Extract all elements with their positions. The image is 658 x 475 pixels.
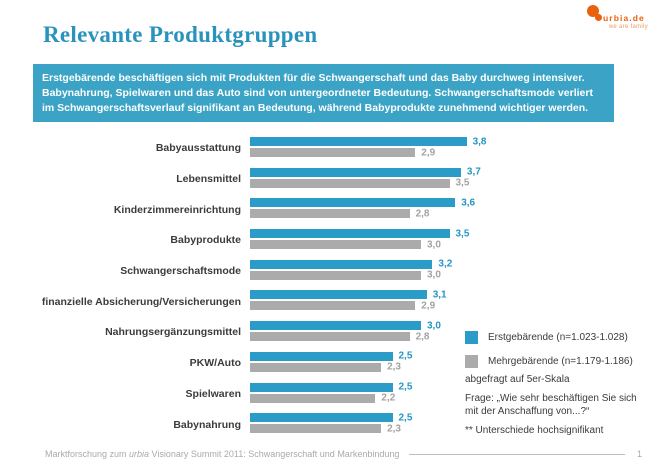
chart-row: Spielwaren 2,5 2,2 — [33, 379, 473, 410]
bar-erstgebaerende: 3,0 — [250, 320, 441, 331]
bar-erstgebaerende: 2,5 — [250, 351, 412, 362]
bar-erstgebaerende: 3,8 — [250, 136, 487, 147]
category-label: Nahrungsergänzungsmittel — [105, 326, 241, 339]
footer-divider — [409, 453, 625, 455]
bar-group: 3,1 2,9 — [250, 286, 473, 317]
value-label: 3,6 — [461, 197, 476, 209]
legend-item-erstgebaerende: Erstgebärende (n=1.023-1.028) — [465, 331, 633, 344]
value-label: 3,2 — [438, 258, 453, 270]
bar-erstgebaerende: 2,5 — [250, 412, 412, 423]
question-note: Frage: „Wie sehr beschäftigen Sie sich m… — [465, 393, 637, 417]
value-label: 3,7 — [466, 166, 481, 178]
bar-group: 3,5 3,0 — [250, 225, 473, 256]
urbia-logo: urbia.de we are family — [586, 5, 648, 33]
chart-row: Kinderzimmereinrichtung 3,6 2,8 — [33, 194, 475, 225]
significance-note: ** Unterschiede hochsignifikant — [465, 425, 604, 436]
bar-mehrgebaerende: 2,9 — [250, 300, 435, 311]
bar-mehrgebaerende: 2,2 — [250, 393, 395, 404]
bar-erstgebaerende: 3,7 — [250, 167, 481, 178]
urbia-logo-icon — [586, 5, 604, 25]
category-label: Schwangerschaftsmode — [120, 265, 241, 278]
bar-group: 3,8 2,9 — [250, 133, 487, 164]
chart-row: Schwangerschaftsmode 3,2 3,0 — [33, 256, 473, 287]
bar-mehrgebaerende: 3,0 — [250, 270, 441, 281]
summary-box: Erstgebärende beschäftigen sich mit Prod… — [33, 64, 614, 122]
category-label: finanzielle Absicherung/Versicherungen — [41, 295, 241, 308]
value-label: 3,8 — [472, 136, 487, 147]
scale-note: abgefragt auf 5er-Skala — [465, 374, 570, 385]
value-label: 2,5 — [398, 381, 413, 393]
value-label: 2,9 — [421, 300, 436, 312]
footer: Marktforschung zum urbia Visionary Summi… — [45, 449, 642, 459]
bar-erstgebaerende: 3,6 — [250, 197, 475, 208]
chart-row: Babyprodukte 3,5 3,0 — [33, 225, 473, 256]
footnotes: abgefragt auf 5er-Skala Frage: „Wie sehr… — [465, 373, 643, 443]
category-label: Spielwaren — [185, 387, 241, 400]
bar-group: 3,7 3,5 — [250, 164, 481, 195]
value-label: 3,0 — [427, 269, 441, 281]
bar-mehrgebaerende: 3,0 — [250, 239, 441, 250]
page-number: 1 — [636, 449, 642, 459]
category-label: Babyprodukte — [170, 234, 241, 247]
chart-row: finanzielle Absicherung/Versicherungen 3,… — [33, 286, 473, 317]
bar-chart: Babyausstattung 3,8 2,9 Lebensmittel 3,7 3,5 K… — [33, 133, 487, 440]
bar-mehrgebaerende: 2,3 — [250, 362, 401, 373]
chart-row: PKW/Auto 2,5 2,3 — [33, 348, 473, 379]
value-label: 3,0 — [427, 239, 441, 251]
footer-text: Marktforschung zum urbia Visionary Summi… — [45, 449, 400, 459]
page-title: Relevante Produktgruppen — [43, 22, 318, 47]
value-label: 2,8 — [415, 331, 430, 343]
legend-swatch-mehrgebaerende — [465, 355, 478, 368]
bar-mehrgebaerende: 3,5 — [250, 178, 469, 189]
legend: Erstgebärende (n=1.023-1.028) Mehrgebäre… — [465, 331, 633, 379]
value-label: 3,5 — [455, 228, 470, 240]
bar-erstgebaerende: 2,5 — [250, 382, 412, 393]
bar-group: 3,0 2,8 — [250, 317, 473, 348]
legend-item-mehrgebaerende: Mehrgebärende (n=1.179-1.186) — [465, 355, 633, 368]
category-label: Lebensmittel — [176, 173, 241, 186]
value-label: 3,0 — [427, 320, 441, 332]
bar-erstgebaerende: 3,5 — [250, 228, 469, 239]
legend-label: Mehrgebärende (n=1.179-1.186) — [488, 356, 633, 367]
logo-tagline: we are family — [608, 24, 648, 30]
value-label: 2,5 — [398, 412, 413, 424]
bar-mehrgebaerende: 2,8 — [250, 208, 430, 219]
bar-group: 2,5 2,3 — [250, 348, 473, 379]
value-label: 3,1 — [432, 289, 447, 301]
chart-row: Babynahrung 2,5 2,3 — [33, 409, 473, 440]
category-label: PKW/Auto — [189, 357, 241, 370]
bar-mehrgebaerende: 2,3 — [250, 423, 401, 434]
bar-mehrgebaerende: 2,9 — [250, 147, 435, 158]
chart-row: Babyausstattung 3,8 2,9 — [33, 133, 487, 164]
bar-erstgebaerende: 3,1 — [250, 289, 447, 300]
bar-mehrgebaerende: 2,8 — [250, 331, 430, 342]
value-label: 2,3 — [387, 361, 401, 373]
bar-group: 3,6 2,8 — [250, 194, 475, 225]
bar-group: 2,5 2,3 — [250, 409, 473, 440]
value-label: 2,2 — [381, 392, 396, 404]
legend-label: Erstgebärende (n=1.023-1.028) — [488, 332, 628, 343]
chart-row: Nahrungsergänzungsmittel 3,0 2,8 — [33, 317, 473, 348]
bar-erstgebaerende: 3,2 — [250, 259, 452, 270]
value-label: 2,9 — [421, 147, 436, 158]
category-label: Babyausstattung — [155, 142, 241, 155]
value-label: 3,5 — [455, 177, 470, 189]
chart-row: Lebensmittel 3,7 3,5 — [33, 164, 481, 195]
logo-name: urbia.de — [603, 13, 645, 23]
legend-swatch-erstgebaerende — [465, 331, 478, 344]
category-label: Babynahrung — [173, 418, 241, 431]
value-label: 2,5 — [398, 350, 413, 362]
value-label: 2,3 — [387, 423, 401, 435]
bar-group: 3,2 3,0 — [250, 256, 473, 287]
category-label: Kinderzimmereinrichtung — [113, 203, 241, 216]
value-label: 2,8 — [415, 208, 430, 220]
bar-group: 2,5 2,2 — [250, 379, 473, 410]
